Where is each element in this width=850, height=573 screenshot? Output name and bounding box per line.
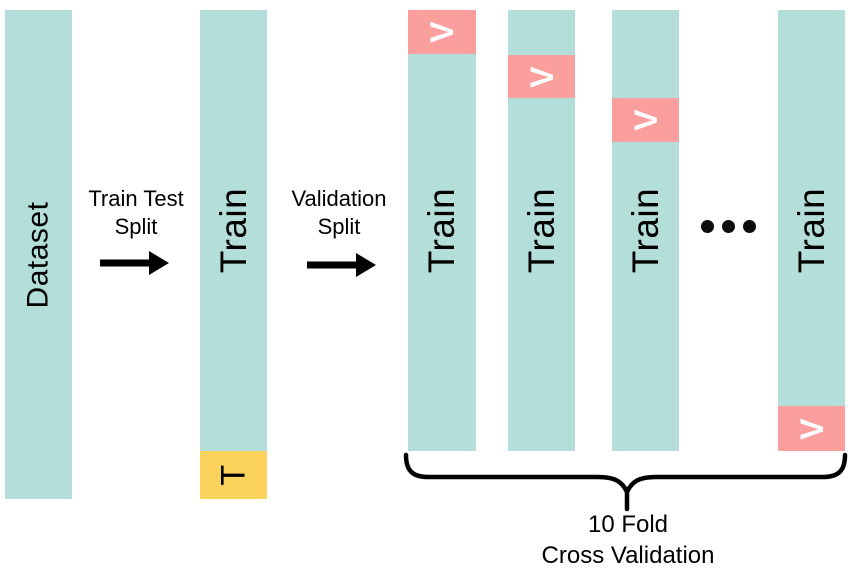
arrow-right-icon (100, 251, 169, 275)
ellipsis-dot (743, 220, 756, 233)
validation-segment-label: V (793, 417, 830, 440)
cv-fold-bar-2: V Train (508, 10, 575, 451)
validation-segment-label: V (424, 21, 460, 43)
caption-10-fold-cross-validation: 10 Fold Cross Validation (502, 509, 754, 571)
cv-bar-1-label: Train (421, 187, 463, 274)
caption-line1: 10 Fold (587, 511, 669, 538)
validation-segment-label: V (627, 109, 664, 131)
validation-segment-fold-10: V (778, 406, 845, 451)
dataset-bar: Dataset (5, 10, 72, 499)
train-test-split-label: Train Test Split (74, 185, 198, 241)
train-bar-train-segment: Train (200, 10, 267, 451)
validation-segment-fold-1: V (408, 10, 476, 54)
train-test-split-label-line1: Train Test (88, 186, 184, 211)
ellipsis-dot (701, 220, 714, 233)
dataset-bar-label: Dataset (21, 201, 55, 308)
test-segment-label: T (214, 464, 253, 486)
validation-split-label-line1: Validation (291, 186, 387, 211)
cv-bar-3-label: Train (625, 187, 666, 274)
validation-split-label-line2: Split (317, 214, 361, 240)
caption-line2: Cross Validation (541, 542, 715, 570)
validation-segment-label: V (523, 65, 560, 88)
train-bar-test-segment: T (200, 451, 267, 499)
train-test-split-label-line2: Split (114, 214, 158, 240)
ellipsis-dot (722, 220, 735, 233)
validation-segment-fold-2: V (508, 55, 575, 98)
validation-segment-fold-3: V (612, 98, 679, 142)
cv-bar-2-label: Train (521, 187, 562, 274)
cv-fold-bar-10: V Train (778, 10, 845, 451)
ellipsis-icon (701, 220, 756, 233)
arrow-right-icon (307, 253, 376, 277)
cv-fold-bar-3: V Train (612, 10, 679, 451)
cv-fold-bar-1: V Train (408, 10, 476, 451)
train-bar-label: Train (213, 187, 254, 274)
validation-split-label: Validation Split (278, 185, 400, 241)
curly-brace-icon (403, 452, 848, 512)
train-bar: Train T (200, 10, 267, 499)
cv-bar-10-label: Train (791, 187, 832, 274)
